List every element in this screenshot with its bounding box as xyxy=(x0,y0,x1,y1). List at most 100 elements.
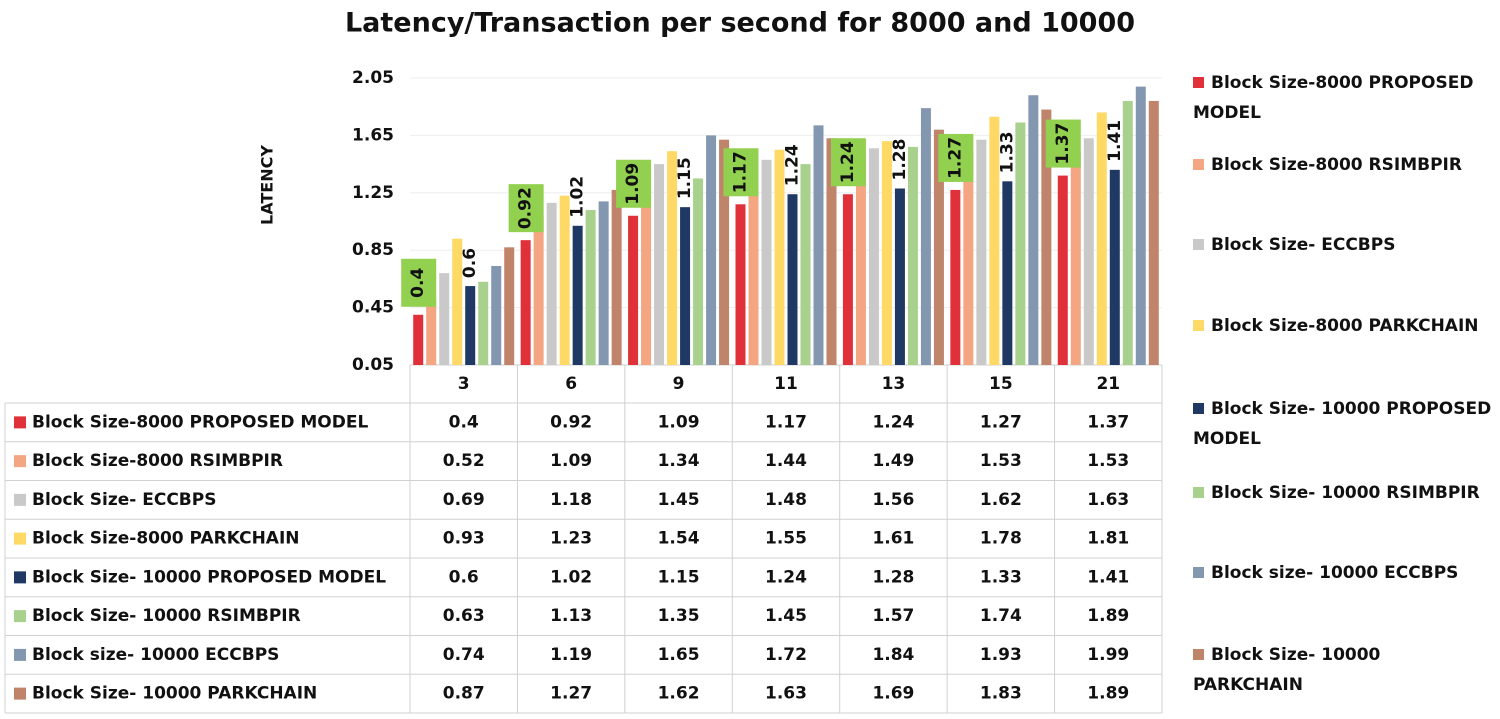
bar xyxy=(491,265,502,365)
legend-key xyxy=(14,532,26,545)
bar xyxy=(1028,95,1039,365)
data-label: 1.37 xyxy=(1053,123,1073,165)
table-value: 1.78 xyxy=(980,529,1022,549)
bar xyxy=(963,152,974,365)
bar xyxy=(1002,181,1013,365)
table-value: 1.15 xyxy=(658,567,700,587)
bar xyxy=(1109,169,1120,365)
bar xyxy=(1096,112,1107,365)
bar xyxy=(706,135,717,365)
bar xyxy=(894,188,905,365)
table-value: 1.27 xyxy=(980,412,1022,432)
table-value: 1.02 xyxy=(550,567,592,587)
table-value: 1.44 xyxy=(765,451,807,471)
table-value: 1.28 xyxy=(872,567,914,587)
table-value: 1.69 xyxy=(872,684,914,704)
legend-key xyxy=(1193,567,1204,578)
table-value: 1.37 xyxy=(1087,412,1129,432)
data-label: 1.02 xyxy=(568,176,588,218)
table-value: 1.18 xyxy=(550,490,592,510)
table-value: 1.84 xyxy=(872,645,914,665)
table-value: 1.09 xyxy=(550,451,592,471)
bar xyxy=(504,247,515,365)
data-label-box xyxy=(616,159,652,208)
data-label-box xyxy=(830,138,866,187)
bar xyxy=(546,202,557,365)
table-value: 0.4 xyxy=(449,412,479,432)
legend-key xyxy=(14,455,26,468)
data-label: 1.09 xyxy=(623,163,643,205)
data-label: 1.24 xyxy=(838,141,858,183)
table-row-header: Block Size-8000 PARKCHAIN xyxy=(32,529,300,549)
table-row-header: Block Size- 10000 PROPOSED MODEL xyxy=(32,567,386,587)
table-value: 1.61 xyxy=(872,529,914,549)
bar xyxy=(1148,100,1159,366)
bar xyxy=(907,146,918,365)
bar xyxy=(478,281,489,365)
table-value: 0.63 xyxy=(443,606,485,626)
bar xyxy=(868,148,879,365)
table-value: 1.62 xyxy=(980,490,1022,510)
data-label: 1.28 xyxy=(890,139,910,181)
bar xyxy=(667,151,678,365)
table-value: 1.27 xyxy=(550,684,592,704)
bar xyxy=(1015,122,1026,365)
table-value: 1.17 xyxy=(765,412,807,432)
data-label: 1.33 xyxy=(997,131,1017,173)
y-axis-label: LATENCY xyxy=(258,145,277,225)
legend-key xyxy=(1193,239,1204,250)
legend-key xyxy=(1193,649,1204,660)
data-label: 1.41 xyxy=(1105,120,1125,162)
table-value: 1.81 xyxy=(1087,529,1129,549)
table-value: 0.69 xyxy=(443,490,485,510)
x-tick-label: 3 xyxy=(458,374,470,394)
bar xyxy=(465,286,476,365)
y-tick-label: 0.85 xyxy=(352,240,394,260)
data-label: 1.27 xyxy=(945,137,965,179)
legend-key xyxy=(14,610,26,623)
data-label: 0.6 xyxy=(460,248,480,278)
table-value: 0.52 xyxy=(443,451,485,471)
x-tick-label: 15 xyxy=(989,374,1013,394)
legend-key xyxy=(14,571,26,584)
bar xyxy=(654,164,665,365)
table-value: 1.24 xyxy=(872,412,914,432)
legend-item: Block Size-8000 PARKCHAIN xyxy=(1193,311,1493,341)
table-value: 1.13 xyxy=(550,606,592,626)
x-tick-label: 9 xyxy=(673,374,685,394)
table-value: 1.45 xyxy=(765,606,807,626)
bar xyxy=(572,225,583,365)
table-value: 1.99 xyxy=(1087,645,1129,665)
bar xyxy=(950,189,961,365)
table-value: 1.57 xyxy=(872,606,914,626)
data-label-box xyxy=(938,133,974,182)
legend-key xyxy=(14,687,26,700)
x-tick-label: 11 xyxy=(774,374,798,394)
data-label-box xyxy=(723,148,759,197)
table-value: 1.19 xyxy=(550,645,592,665)
bar xyxy=(611,189,622,365)
bar xyxy=(1057,175,1068,365)
bar xyxy=(641,179,652,365)
bar xyxy=(559,195,570,365)
bar xyxy=(1070,152,1081,365)
table-row-header: Block Size- 10000 PARKCHAIN xyxy=(32,684,317,704)
table-value: 1.65 xyxy=(658,645,700,665)
table-value: 1.35 xyxy=(658,606,700,626)
table-value: 0.92 xyxy=(550,412,592,432)
bar xyxy=(628,215,639,365)
table-value: 1.24 xyxy=(765,567,807,587)
table-value: 1.62 xyxy=(658,684,700,704)
table-value: 1.74 xyxy=(980,606,1022,626)
bar xyxy=(787,194,798,365)
legend-key xyxy=(14,416,26,429)
table-value: 1.89 xyxy=(1087,684,1129,704)
table-value: 1.89 xyxy=(1087,606,1129,626)
table-value: 1.45 xyxy=(658,490,700,510)
y-tick-label: 1.25 xyxy=(352,183,394,203)
bar xyxy=(719,139,730,365)
table-value: 1.93 xyxy=(980,645,1022,665)
data-label-box xyxy=(1045,119,1081,168)
bar xyxy=(598,201,609,365)
